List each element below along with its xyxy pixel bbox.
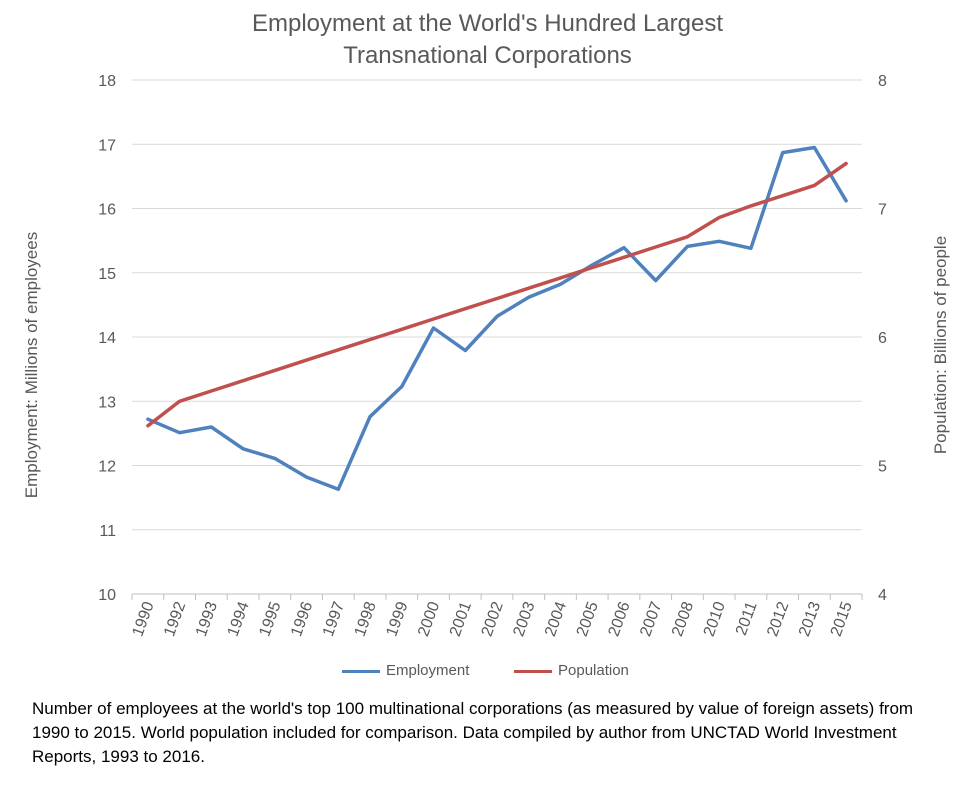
left-axis-label: Employment: Millions of employees [22,232,41,498]
x-tick-label: 1999 [383,599,411,638]
x-tick-label: 2000 [415,599,443,638]
legend-swatch-employment [342,669,380,673]
chart-title: Employment at the World's Hundred Larges… [0,8,975,72]
right-tick-label: 6 [878,330,887,347]
left-tick-label: 15 [98,266,116,283]
x-tick-label: 1993 [193,599,221,638]
x-tick-label: 2006 [606,599,634,638]
right-tick-label: 8 [878,73,887,90]
series-line-population [146,161,848,428]
x-tick-label: 1997 [320,599,348,638]
right-tick-label: 7 [878,202,887,219]
right-tick-label: 5 [878,459,887,476]
legend-swatch-population [514,669,552,673]
right-tick-label: 4 [878,587,887,604]
left-tick-label: 18 [98,73,116,90]
legend-label-population: Population [558,662,629,679]
series-lines [146,145,848,492]
x-tick-label: 2011 [733,599,761,637]
chart-title-line-1: Employment at the World's Hundred Larges… [251,10,724,37]
x-axis-ticks: 1990 1992 1993 1994 1995 1996 1997 1998 1999 2000… [129,594,863,639]
left-tick-label: 16 [98,202,116,219]
chart-title-line-2: Transnational Corporations [343,42,632,69]
x-tick-label: 2003 [510,599,538,638]
x-tick-label: 2002 [479,599,507,638]
legend-item-employment: Employment [342,662,469,679]
left-tick-label: 13 [98,394,116,411]
left-axis-ticks: 10 11 12 13 14 15 16 17 18 [98,73,116,604]
left-tick-label: 14 [98,330,116,347]
x-tick-label: 2010 [701,599,729,638]
left-tick-label: 17 [98,137,116,154]
legend-label-employment: Employment [386,662,470,679]
x-tick-label: 2005 [574,599,602,638]
left-tick-label: 10 [98,587,116,604]
x-tick-label: 1992 [161,599,189,638]
x-tick-label: 2007 [637,599,665,638]
x-tick-label: 2004 [542,599,570,638]
x-tick-label: 1994 [225,599,253,638]
x-tick-label: 1990 [129,599,157,638]
series-line-employment [146,145,848,492]
x-tick-label: 1998 [352,599,380,638]
right-axis-label: Population: Billions of people [931,236,950,454]
legend-item-population: Population [514,662,629,679]
chart-caption: Number of employees at the world's top 1… [32,699,914,766]
gridlines [132,79,862,595]
left-tick-label: 12 [98,459,116,476]
x-tick-label: 2015 [828,599,856,638]
x-tick-label: 2008 [669,599,697,638]
x-tick-label: 2013 [796,599,824,638]
left-tick-label: 11 [99,523,116,540]
right-axis-ticks: 4 5 6 7 8 [878,73,887,604]
x-tick-label: 1995 [256,599,284,638]
x-tick-label: 2012 [764,599,792,638]
x-tick-label: 1996 [288,599,316,638]
x-tick-label: 2001 [447,599,475,638]
